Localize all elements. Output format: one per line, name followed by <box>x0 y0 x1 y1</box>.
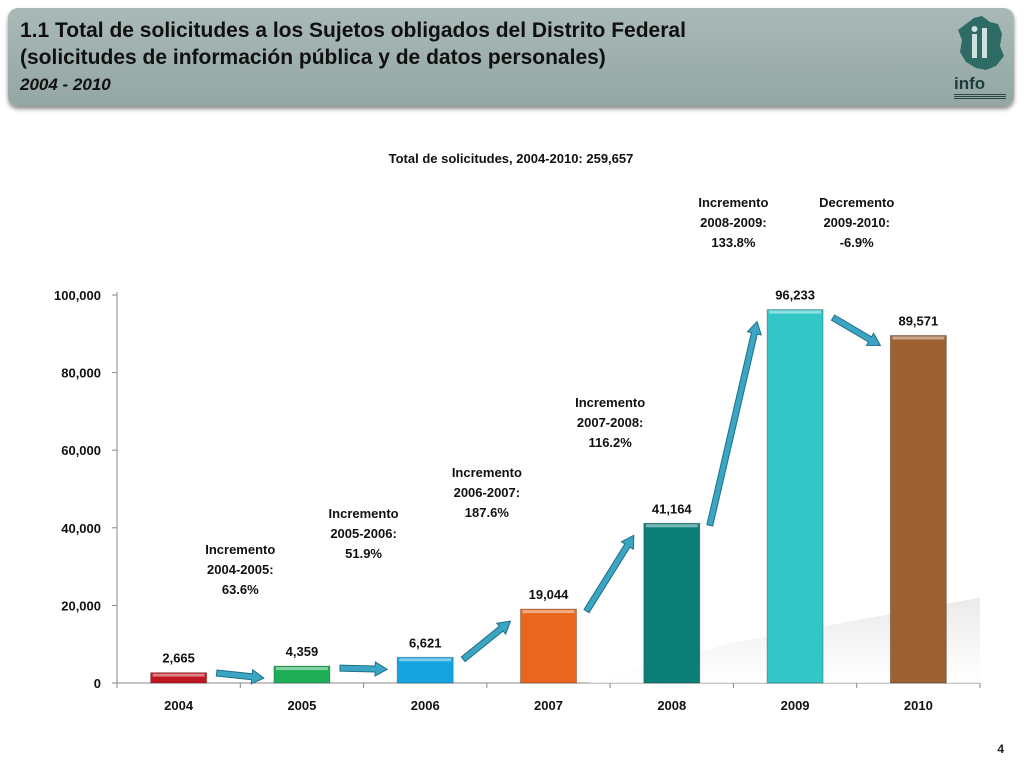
bar-highlight <box>892 336 945 340</box>
bar-highlight <box>769 310 822 314</box>
change-annotation: Incremento 2006-2007: 187.6% <box>452 465 522 520</box>
x-tick-label: 2006 <box>411 698 440 713</box>
value-label: 19,044 <box>529 587 570 602</box>
page-number: 4 <box>997 742 1004 756</box>
x-tick-label: 2005 <box>287 698 316 713</box>
trend-arrow <box>460 620 512 663</box>
change-annotation: Incremento 2007-2008: 116.2% <box>575 395 645 450</box>
bar-highlight <box>522 610 575 614</box>
y-tick-label: 80,000 <box>61 366 101 381</box>
y-tick-label: 20,000 <box>61 598 101 613</box>
y-tick-label: 40,000 <box>61 521 101 536</box>
trend-arrow <box>215 668 265 685</box>
logo-caption <box>954 94 1006 100</box>
bar-highlight <box>275 667 328 671</box>
bar-highlight <box>645 524 698 528</box>
change-annotation: Decremento 2009-2010: -6.9% <box>819 195 894 250</box>
bar <box>396 656 454 684</box>
trend-arrow <box>583 534 635 614</box>
change-annotation: Incremento 2005-2006: 51.9% <box>329 506 399 561</box>
y-tick-label: 100,000 <box>54 288 101 303</box>
title-banner: 1.1 Total de solicitudes a los Sujetos o… <box>8 8 1014 106</box>
trend-arrow <box>706 320 762 527</box>
change-annotation: Incremento 2004-2005: 63.6% <box>205 542 275 597</box>
bar <box>150 672 208 684</box>
x-tick-label: 2009 <box>781 698 810 713</box>
change-annotation: Incremento 2008-2009: 133.8% <box>698 195 768 250</box>
slide-period: 2004 - 2010 <box>20 75 111 94</box>
slide-title: 1.1 Total de solicitudes a los Sujetos o… <box>20 19 686 42</box>
bar <box>766 309 824 684</box>
value-label: 89,571 <box>898 313 938 328</box>
value-label: 6,621 <box>409 635 442 650</box>
value-label: 2,665 <box>162 651 195 666</box>
x-tick-label: 2010 <box>904 698 933 713</box>
trend-arrow <box>830 314 882 347</box>
value-label: 4,359 <box>286 644 319 659</box>
bar <box>520 608 577 684</box>
bar-highlight <box>399 658 452 662</box>
value-label: 41,164 <box>652 501 693 516</box>
value-label: 96,233 <box>775 288 815 303</box>
map-icon <box>958 16 1004 70</box>
chart-title: Total de solicitudes, 2004-2010: 259,657 <box>389 151 634 166</box>
x-tick-label: 2008 <box>657 698 686 713</box>
info-logo: info <box>952 14 1008 102</box>
y-tick-label: 60,000 <box>61 443 101 458</box>
logo-text: info <box>954 74 986 93</box>
y-tick-label: 0 <box>94 676 101 691</box>
bar <box>643 522 701 684</box>
slide-subtitle: (solicitudes de información pública y de… <box>20 46 606 69</box>
bar <box>273 665 331 684</box>
x-tick-label: 2004 <box>164 698 194 713</box>
trend-arrow <box>339 661 389 677</box>
bar <box>889 334 947 684</box>
x-tick-label: 2007 <box>534 698 563 713</box>
bar-highlight <box>152 673 205 677</box>
